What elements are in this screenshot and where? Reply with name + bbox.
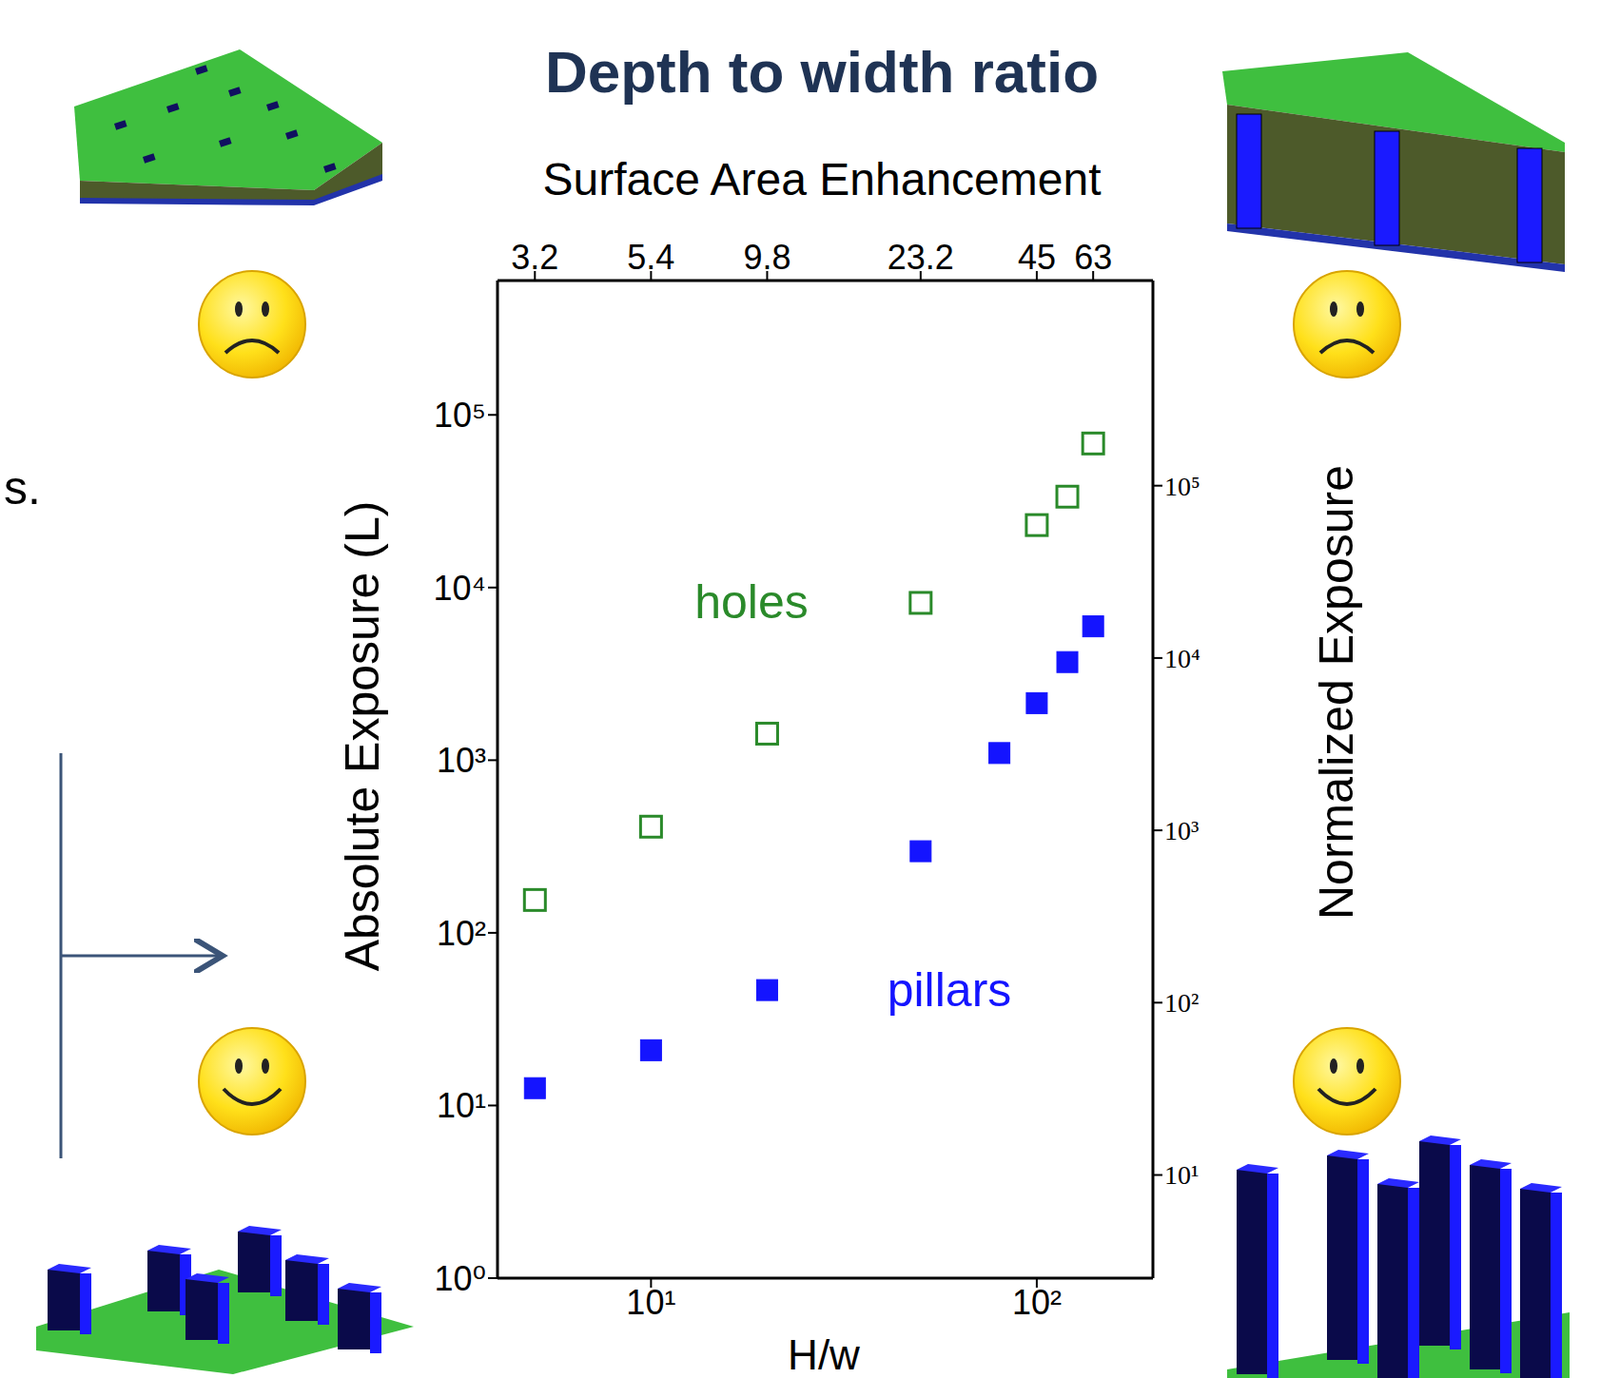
svg-text:holes: holes (694, 575, 809, 629)
svg-text:Absolute Exposure (L): Absolute Exposure (L) (335, 501, 390, 973)
svg-text:10¹: 10¹ (1164, 1160, 1199, 1191)
svg-text:s.: s. (3, 461, 41, 515)
svg-text:3.2: 3.2 (510, 237, 559, 277)
svg-text:Surface Area Enhancement: Surface Area Enhancement (542, 154, 1101, 205)
svg-text:pillars: pillars (887, 963, 1013, 1017)
svg-text:10⁰: 10⁰ (434, 1259, 487, 1299)
svg-text:10¹: 10¹ (625, 1283, 676, 1323)
svg-text:10⁴: 10⁴ (1164, 643, 1201, 674)
svg-text:63: 63 (1073, 237, 1113, 277)
svg-text:23.2: 23.2 (887, 237, 955, 277)
svg-text:H/w: H/w (787, 1331, 860, 1378)
svg-text:10²: 10² (436, 914, 487, 954)
svg-text:9.8: 9.8 (742, 237, 791, 277)
svg-text:10⁵: 10⁵ (433, 395, 487, 435)
svg-text:10⁵: 10⁵ (1164, 471, 1201, 502)
svg-text:45: 45 (1017, 237, 1056, 277)
svg-text:Normalized Exposure: Normalized Exposure (1309, 465, 1364, 920)
svg-text:10¹: 10¹ (436, 1086, 487, 1126)
svg-text:5.4: 5.4 (626, 237, 675, 277)
svg-text:10²: 10² (1164, 988, 1199, 1018)
svg-text:10³: 10³ (1164, 816, 1199, 846)
svg-text:10³: 10³ (436, 741, 487, 781)
svg-text:10⁴: 10⁴ (432, 568, 487, 608)
svg-text:10²: 10² (1012, 1283, 1062, 1323)
svg-text:Depth to width ratio: Depth to width ratio (545, 39, 1099, 105)
